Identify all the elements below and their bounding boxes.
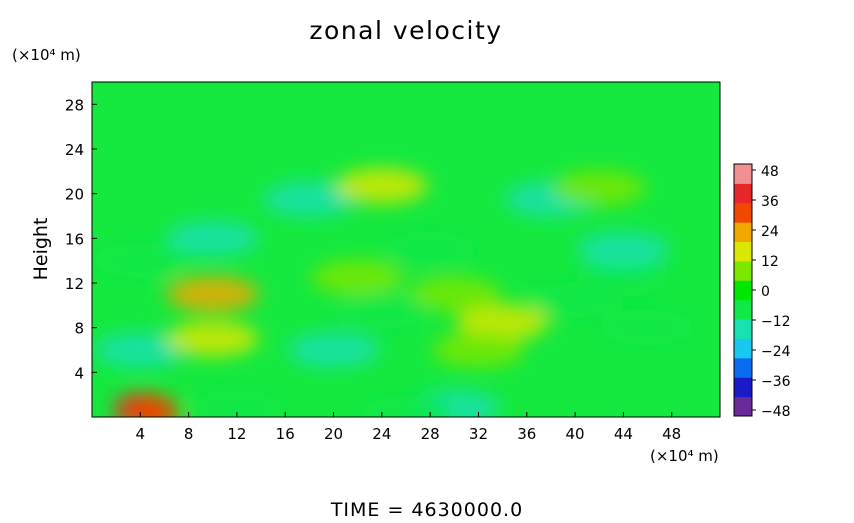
heatmap-feature <box>93 332 187 368</box>
x-tick-label: 44 <box>614 425 633 443</box>
x-tick-label: 40 <box>566 425 585 443</box>
heatmap-feature <box>263 181 356 218</box>
heatmap-feature <box>125 394 180 417</box>
x-tick-label: 12 <box>227 425 246 443</box>
x-tick-label: 48 <box>662 425 681 443</box>
colorbar-tick-label: −12 <box>761 314 791 330</box>
colorbar-tick-label: −36 <box>761 374 791 390</box>
chart-title: zonal velocity <box>309 16 502 45</box>
colorbar-segment <box>734 299 752 320</box>
heatmap-feature <box>359 395 453 417</box>
y-tick-label: 28 <box>65 96 84 114</box>
x-tick-label: 20 <box>324 425 343 443</box>
heatmap-feature <box>166 320 260 357</box>
colorbar-segment <box>734 164 752 184</box>
y-axis-label: Height <box>30 218 52 281</box>
y-tick-label: 20 <box>65 186 84 204</box>
heatmap-feature <box>93 242 187 279</box>
heatmap-feature <box>577 259 670 296</box>
heatmap-feature <box>383 231 477 268</box>
x-unit-label: (×10⁴ m) <box>650 447 719 465</box>
y-unit-label: (×10⁴ m) <box>12 46 81 64</box>
heatmap-feature <box>311 259 405 296</box>
y-tick-label: 24 <box>65 141 84 159</box>
x-tick-label: 4 <box>136 425 146 443</box>
colorbar-segment <box>734 357 752 378</box>
colorbar-segment <box>734 183 752 204</box>
heatmap-plot-area <box>92 82 720 417</box>
heatmap-feature <box>335 167 429 204</box>
colorbar-tick-label: 12 <box>761 254 779 270</box>
colorbar-segment <box>734 396 752 417</box>
colorbar-tick-label: 0 <box>761 284 770 300</box>
colorbar-tick-label: 24 <box>761 224 779 240</box>
x-tick-label: 36 <box>517 425 536 443</box>
heatmap-feature <box>601 309 694 346</box>
heatmap-feature <box>335 293 429 329</box>
x-tick-label: 16 <box>276 425 295 443</box>
x-tick-label: 24 <box>372 425 391 443</box>
y-tick-label: 8 <box>74 320 84 338</box>
colorbar-segment <box>734 338 752 359</box>
colorbar: 48 36 24 12 0 −12 −24 −36 −48 <box>733 163 791 420</box>
y-axis-ticks: 4 8 12 16 20 24 28 <box>65 96 97 382</box>
heatmap-feature <box>577 231 670 268</box>
y-tick-label: 16 <box>65 230 84 248</box>
colorbar-segment <box>734 260 752 281</box>
heatmap-field <box>93 167 694 417</box>
colorbar-tick-label: 48 <box>761 164 779 180</box>
x-tick-label: 32 <box>469 425 488 443</box>
x-tick-label: 8 <box>184 425 194 443</box>
colorbar-segment <box>734 280 752 301</box>
heatmap-feature <box>190 390 284 417</box>
colorbar-tick-label: −48 <box>761 404 791 420</box>
colorbar-segment <box>734 319 752 339</box>
heatmap-feature <box>456 304 549 340</box>
colorbar-segment <box>734 202 752 223</box>
heatmap-feature <box>552 170 646 206</box>
plot-frame <box>91 81 721 418</box>
heatmap-feature <box>407 276 501 313</box>
y-tick-label: 12 <box>65 275 84 293</box>
colorbar-segment <box>734 241 752 262</box>
heatmap-feature <box>432 332 525 368</box>
heatmap-feature <box>287 332 380 368</box>
colorbar-segment <box>734 377 752 398</box>
time-label: TIME = 4630000.0 <box>330 499 523 519</box>
x-tick-label: 28 <box>421 425 440 443</box>
colorbar-segment <box>734 222 752 243</box>
colorbar-tick-label: 36 <box>761 194 779 210</box>
heatmap-feature <box>166 276 260 313</box>
y-tick-label: 4 <box>74 364 84 382</box>
heatmap-feature <box>166 220 260 257</box>
colorbar-tick-label: −24 <box>761 344 791 360</box>
x-axis-ticks: 4 8 12 16 20 24 28 32 36 40 44 48 <box>136 412 681 443</box>
